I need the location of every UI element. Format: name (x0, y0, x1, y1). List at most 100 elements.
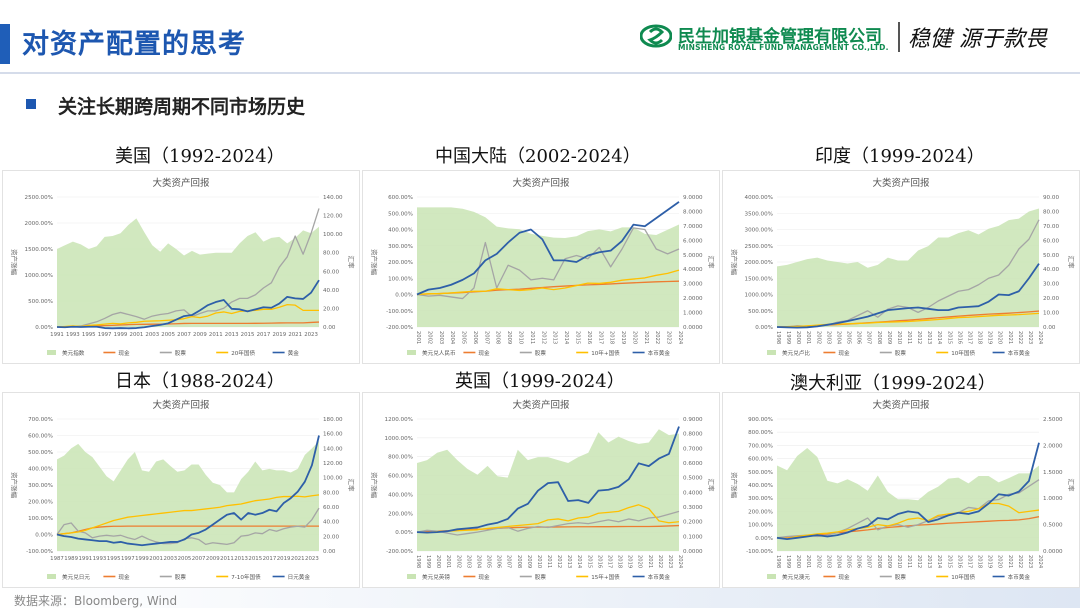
y-left-tick: 0.00% (755, 536, 773, 542)
y-left-tick: 500.00% (28, 299, 53, 305)
legend-label: 日元黄金 (288, 573, 311, 581)
series-line-4 (416, 201, 680, 296)
x-tick: 2006 (856, 331, 862, 344)
y-right-tick: 20.00 (1043, 296, 1059, 302)
x-tick: 2013 (552, 331, 558, 344)
x-tick: 2001 (445, 555, 451, 568)
x-tick: 2023 (305, 556, 319, 562)
y-right-tick: 0.1000 (683, 534, 703, 540)
series-line-3 (776, 502, 1040, 540)
x-tick: 2009 (886, 555, 892, 568)
x-tick: 1998 (775, 331, 781, 344)
x-tick: 2003 (825, 555, 831, 568)
company-name-en: MINSHENG ROYAL FUND MANAGEMENT CO.,LTD. (678, 43, 889, 52)
x-tick: 2019 (277, 556, 291, 562)
x-tick: 2013 (926, 555, 932, 568)
y-left-tick: 500.00% (388, 211, 413, 217)
x-tick: 2007 (192, 556, 206, 562)
legend-swatch (47, 574, 56, 579)
y-left-tick: 400.00% (388, 228, 413, 234)
y-right-tick: 140.00 (323, 195, 343, 201)
y-right-tick: 4.0000 (683, 267, 703, 273)
y-left-tick: 500.00% (748, 470, 773, 476)
y-right-tick: 0.7000 (683, 446, 703, 452)
x-tick: 1999 (785, 331, 791, 344)
x-tick: 2004 (449, 331, 455, 345)
x-tick: 2012 (540, 331, 546, 344)
legend-swatch (47, 350, 56, 355)
series-line-2 (56, 507, 320, 546)
chart-svg: 大类资产回报 -100.00% 0.00% 100.00% 200.00% 300.00%… (730, 399, 1076, 581)
x-tick: 2005 (461, 331, 467, 344)
series-area-fx (777, 208, 1039, 327)
series-area-fx (57, 218, 319, 327)
legend-label: 美元兑英镑 (422, 573, 450, 581)
x-tick: 2011 (220, 556, 234, 562)
y-right-tick: 0.5000 (683, 476, 703, 482)
y-right-tick: 8.0000 (683, 209, 703, 215)
y-right-tick: 2.5000 (1043, 417, 1063, 423)
series-line-1 (56, 321, 320, 328)
x-tick: 2009 (506, 331, 512, 344)
x-tick: 2015 (946, 331, 952, 344)
y-right-tick: 120.00 (323, 214, 343, 220)
y-right-tick: 7.0000 (683, 224, 703, 230)
x-tick: 1993 (93, 556, 107, 562)
chart-title: 大类资产回报 (872, 177, 930, 189)
chart-svg: 大类资产回报 -100.00% 0.00% 100.00% 200.00% 300.00%… (10, 399, 356, 581)
x-tick: 2013 (926, 331, 932, 344)
x-tick: 2007 (177, 332, 191, 338)
y-right-tick: 1.0000 (683, 311, 703, 317)
y-left-tick: 700.00% (28, 417, 53, 423)
y-right-tick: 70.00 (1043, 224, 1059, 230)
x-tick: 2000 (435, 555, 441, 568)
y-left-tick: 0.00% (395, 293, 413, 299)
x-tick: 2018 (977, 555, 983, 568)
x-tick: 2000 (795, 331, 801, 344)
y-right-tick: 40.00 (323, 288, 339, 294)
y-right-tick: 0.4000 (683, 490, 703, 496)
chart-title: 大类资产回报 (152, 177, 210, 189)
x-tick: 2007 (866, 331, 872, 344)
y-left-tick: 200.00% (28, 500, 53, 506)
x-tick: 1993 (66, 332, 80, 338)
y-right-tick: 60.00 (323, 505, 339, 511)
x-tick: 2009 (886, 331, 892, 344)
y-right-tick: 0.00 (323, 549, 336, 555)
title-accent-bar (0, 24, 10, 64)
legend-label: 美元指数 (62, 349, 85, 357)
y-right-tick: 0.5000 (1043, 523, 1063, 529)
y-right-label: 汇率 (1067, 256, 1076, 270)
x-tick: 2021 (647, 555, 653, 568)
y-right-tick: 140.00 (323, 446, 343, 452)
x-tick: 2002 (815, 331, 821, 344)
chart-panel: 大类资产回报 -200.00% -100.00% 0.00% 100.00% 200.00… (362, 170, 720, 364)
y-right-tick: 5.0000 (683, 253, 703, 259)
x-tick: 1998 (775, 555, 781, 568)
y-left-label: 资产涨幅 (730, 249, 739, 276)
y-left-tick: 800.00% (388, 455, 413, 461)
y-left-tick: 3000.00% (745, 228, 773, 234)
y-right-tick: 80.00 (323, 490, 339, 496)
x-tick: 2015 (574, 331, 580, 344)
legend-label: 现金 (838, 349, 850, 357)
footer-bar (0, 588, 1080, 608)
y-left-tick: 200.00% (388, 260, 413, 266)
y-left-tick: -200.00% (386, 325, 413, 331)
y-left-tick: 400.00% (748, 483, 773, 489)
y-left-tick: 0.00% (755, 325, 773, 331)
x-tick: 2022 (1017, 331, 1023, 344)
x-tick: 2011 (546, 555, 552, 568)
x-tick: 1997 (121, 556, 135, 562)
y-left-tick: 2500.00% (745, 244, 773, 250)
y-left-tick: 2500.00% (25, 195, 53, 201)
y-left-tick: 1000.00% (385, 436, 413, 442)
subtitle-bullet (26, 99, 36, 109)
series-line-2 (416, 510, 680, 536)
chart-title: 大类资产回报 (512, 177, 570, 189)
x-tick: 2019 (987, 555, 993, 568)
chart-title: 大类资产回报 (512, 399, 570, 411)
chart-svg: 大类资产回报 0.00% 500.00% 1000.00% 1500.00% 2000.0… (730, 177, 1076, 357)
x-tick: 2024 (1037, 555, 1043, 569)
x-tick: 2011 (529, 331, 535, 344)
